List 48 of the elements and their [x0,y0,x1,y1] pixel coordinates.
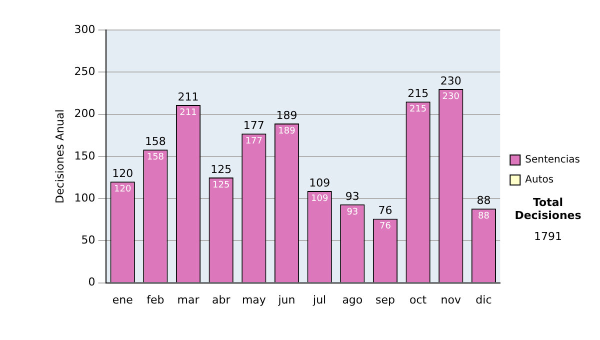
x-tick-label: abr [212,293,231,306]
text: 1791 [533,230,563,243]
data-label: 211 [180,108,197,118]
y-tick-label: 50 [81,234,96,247]
x-tick-label: mar [177,293,200,306]
data-label: 93 [346,207,358,218]
x-tick-label: dic [476,293,492,306]
y-tick-label: 250 [74,64,96,78]
data-label: 177 [245,136,263,146]
data-label: 158 [146,152,164,162]
data-label: 230 [442,92,460,102]
y-tick-label: 300 [74,22,96,36]
total-label: 88 [476,194,491,208]
y-tick-label: 0 [88,276,96,289]
data-label: 120 [114,184,132,195]
y-axis-title: Decisiones Anual [53,109,66,204]
x-tick-label: oct [410,293,428,306]
text: Total Decisiones [514,196,582,222]
data-label: 88 [478,211,490,222]
total-label: 177 [243,119,264,132]
x-tick-label: feb [146,293,164,306]
data-label: 109 [310,194,328,204]
total-label: 76 [378,204,392,218]
total-label: 125 [210,162,232,176]
x-tick-label: jun [277,293,296,306]
y-tick-label: 150 [74,149,96,162]
x-tick-label: sep [375,293,395,306]
legend-label: Autos [525,174,554,186]
total-label: 189 [276,108,298,122]
x-tick-label: ago [342,293,363,306]
total-label: 109 [309,176,330,190]
y-tick-label: 200 [74,107,96,120]
data-label: 215 [409,104,427,114]
y-tick-label: 100 [74,191,96,204]
x-tick-label: jul [312,293,326,306]
total-label: 158 [144,135,166,148]
total-label: 230 [440,74,462,88]
x-tick-label: ene [112,293,134,306]
total-label: 120 [112,167,134,180]
data-label: 189 [278,126,296,136]
legend-label: Sentencias [525,154,580,166]
total-label: 215 [408,86,429,100]
x-tick-label: may [242,293,266,306]
total-label: 211 [178,90,199,104]
total-label: 93 [345,190,360,203]
data-label: 76 [380,222,392,232]
data-label: 125 [212,180,230,190]
x-tick-label: nov [440,293,462,306]
